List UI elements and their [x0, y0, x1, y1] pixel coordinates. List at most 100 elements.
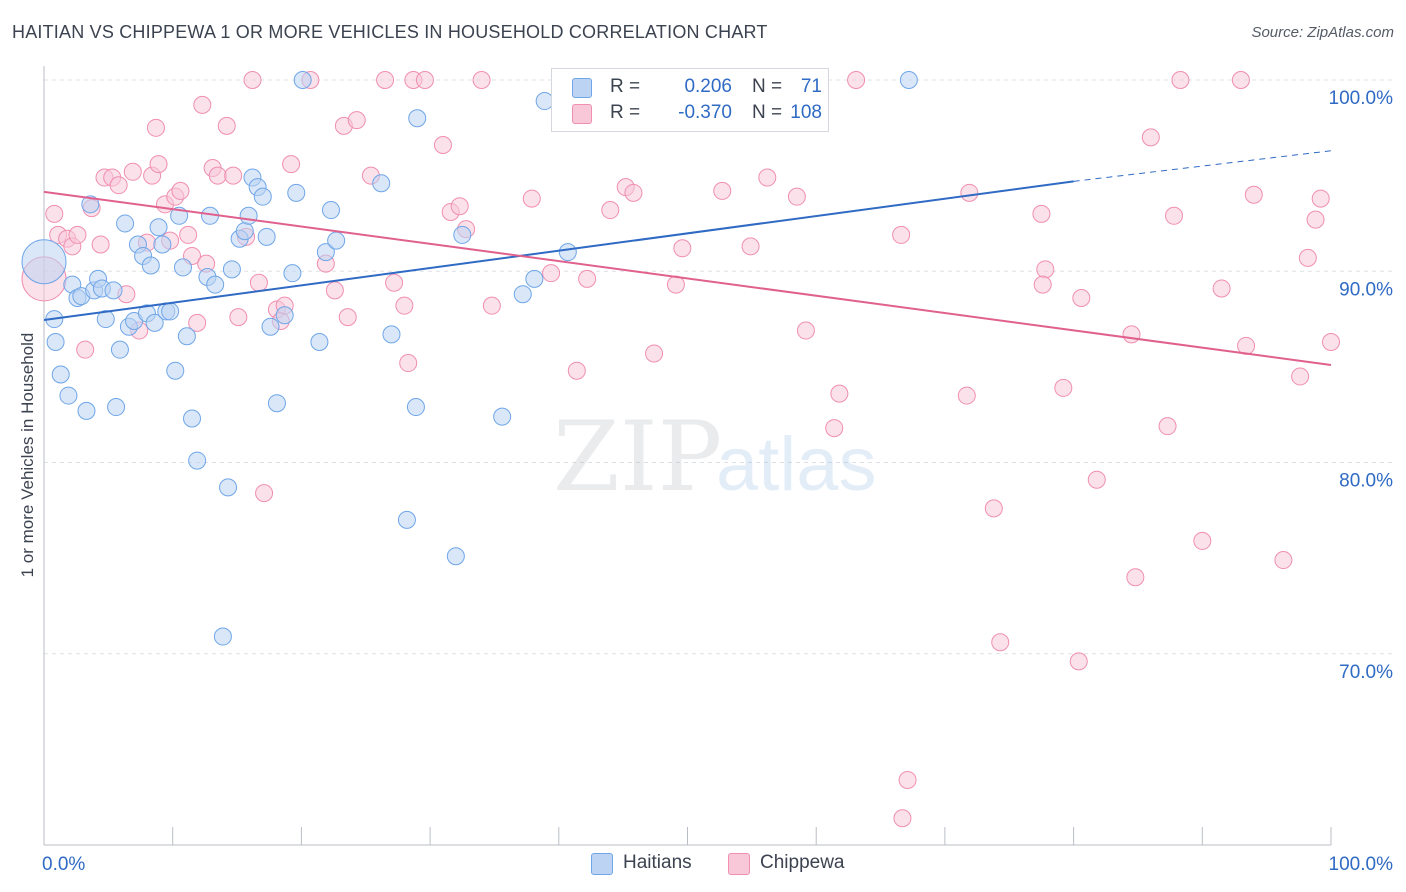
- chippewa-point: [415, 71, 434, 89]
- chart-title: HAITIAN VS CHIPPEWA 1 OR MORE VEHICLES I…: [12, 22, 768, 42]
- haitian-point: [293, 71, 312, 89]
- chippewa-point: [578, 269, 597, 288]
- haitian-point: [59, 386, 78, 405]
- bottom-legend-label-chippewa: Chippewa: [760, 852, 845, 873]
- haitian-point: [261, 317, 280, 336]
- haitian-point: [283, 264, 302, 283]
- haitian-point: [453, 225, 472, 244]
- axes: [43, 66, 1332, 846]
- haitian-point: [408, 109, 427, 128]
- chippewa-point: [376, 71, 395, 89]
- chippewa-point: [825, 419, 844, 438]
- legend-n-value-haitians: 71: [800, 76, 822, 97]
- chippewa-point: [796, 321, 815, 340]
- chippewa-point: [433, 136, 452, 155]
- chippewa-point: [109, 176, 128, 195]
- chippewa-point: [1072, 289, 1091, 308]
- trend-lines: [43, 150, 1332, 366]
- haitian-point: [558, 243, 577, 262]
- haitian-point: [322, 201, 341, 220]
- chippewa-point: [542, 264, 561, 283]
- x-tick-label-start: 0.0%: [42, 854, 85, 875]
- chippewa-point: [146, 118, 165, 137]
- legend-swatch-haitians: [572, 78, 592, 98]
- haitian-point: [77, 401, 96, 420]
- haitian-point: [153, 235, 172, 254]
- haitian-point: [173, 258, 192, 277]
- chippewa-point: [149, 155, 168, 174]
- bottom-legend-swatch-chippewa: [728, 853, 750, 875]
- haitian-point: [96, 310, 115, 329]
- haitian-point: [21, 239, 67, 285]
- chippewa-point: [898, 770, 917, 789]
- chippewa-point: [472, 71, 491, 89]
- chippewa-point: [1311, 189, 1330, 208]
- chippewa-point: [1231, 71, 1250, 89]
- chippewa-point: [1122, 325, 1141, 344]
- chippewa-trend-line: [43, 190, 1332, 366]
- gridlines: [44, 79, 1392, 655]
- chippewa-point: [1306, 210, 1325, 229]
- chippewa-point: [395, 296, 414, 315]
- chippewa-point: [666, 275, 685, 294]
- chippewa-point: [123, 162, 142, 181]
- haitian-point: [149, 218, 168, 237]
- chippewa-point: [255, 484, 274, 503]
- tick-labels: 70.0% 80.0% 90.0% 100.0% 0.0% 100.0%: [42, 88, 1393, 875]
- haitian-point: [188, 451, 207, 470]
- y-tick-label: 70.0%: [1339, 662, 1393, 683]
- chippewa-point: [188, 313, 207, 332]
- chippewa-point: [282, 155, 301, 174]
- legend: R = 0.206 N = 71 R = -0.370 N = 108: [551, 68, 829, 132]
- chippewa-point: [991, 633, 1010, 652]
- chippewa-point: [450, 197, 469, 216]
- haitian-point: [177, 327, 196, 346]
- chippewa-point: [68, 225, 87, 244]
- x-tick-label-end: 100.0%: [1329, 854, 1394, 875]
- chippewa-point: [45, 204, 64, 223]
- haitian-point: [257, 227, 276, 246]
- haitian-point: [525, 269, 544, 288]
- chippewa-point: [673, 239, 692, 258]
- chippewa-point: [741, 237, 760, 256]
- haitian-point: [372, 174, 391, 193]
- chippewa-point: [1141, 128, 1160, 147]
- haitian-point: [406, 398, 425, 417]
- chippewa-point: [217, 116, 236, 135]
- bottom-legend-label-haitians: Haitians: [623, 852, 692, 873]
- haitian-point: [267, 394, 286, 413]
- chippewa-point: [1212, 279, 1231, 298]
- haitian-point: [493, 407, 512, 426]
- legend-n-value-chippewa: 108: [790, 102, 822, 123]
- chippewa-point: [1069, 652, 1088, 671]
- source-label: Source: ZipAtlas.com: [1251, 24, 1394, 41]
- chippewa-point: [1291, 367, 1310, 386]
- chippewa-point: [1032, 204, 1051, 223]
- legend-n-label: N =: [752, 76, 783, 97]
- haitian-point: [46, 333, 65, 352]
- chippewa-point: [224, 166, 243, 185]
- chippewa-point: [1036, 260, 1055, 279]
- chippewa-point: [1054, 378, 1073, 397]
- chippewa-point: [347, 111, 366, 130]
- chippewa-point: [960, 183, 979, 202]
- chippewa-point: [892, 225, 911, 244]
- haitian-point: [206, 275, 225, 294]
- haitian-point: [161, 302, 180, 321]
- legend-r-value-haitians: 0.206: [684, 76, 732, 97]
- haitian-point: [310, 333, 329, 352]
- haitian-point: [899, 71, 918, 89]
- bottom-legend-swatch-haitians: [591, 853, 613, 875]
- chippewa-point: [1244, 185, 1263, 204]
- chippewa-point: [522, 189, 541, 208]
- haitian-point: [222, 260, 241, 279]
- chippewa-point: [713, 181, 732, 200]
- haitian-point: [397, 510, 416, 529]
- chippewa-point: [482, 296, 501, 315]
- haitian-point: [446, 547, 465, 566]
- haitians-trend-line: [43, 180, 1074, 322]
- haitian-point: [166, 361, 185, 380]
- chippewa-point: [179, 225, 198, 244]
- haitian-point: [316, 243, 335, 262]
